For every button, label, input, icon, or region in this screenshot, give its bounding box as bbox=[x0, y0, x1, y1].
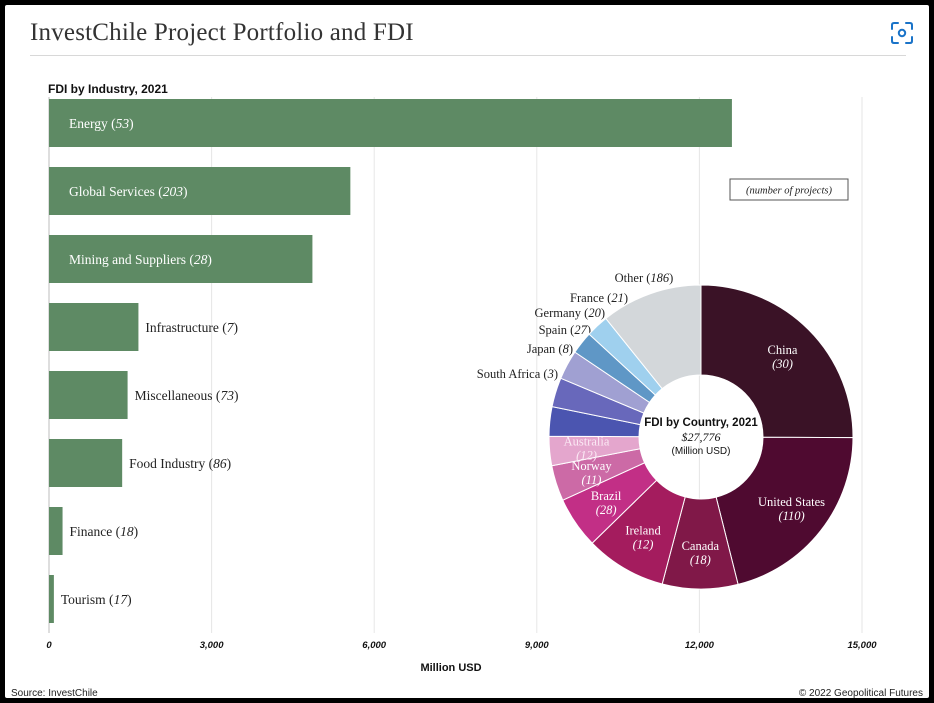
chart-card: InvestChile Project Portfolio and FDI FD… bbox=[5, 5, 929, 698]
source-note: Source: InvestChile bbox=[11, 688, 98, 698]
slice-label: Australia bbox=[564, 435, 610, 449]
slice-label: France (21) bbox=[570, 291, 628, 305]
x-tick-label: 15,000 bbox=[847, 640, 877, 651]
bar-label: Infrastructure (7) bbox=[145, 320, 238, 335]
bar bbox=[49, 439, 123, 487]
slice-label: South Africa (3) bbox=[477, 367, 558, 381]
slice-count: (18) bbox=[690, 553, 711, 567]
donut-slice bbox=[715, 436, 854, 586]
bar bbox=[49, 371, 128, 419]
legend-note: (number of projects) bbox=[729, 178, 849, 201]
donut-total: $27,776 bbox=[682, 430, 721, 444]
donut-slice bbox=[605, 284, 702, 390]
copyright-note: © 2022 Geopolitical Futures bbox=[798, 688, 923, 698]
bar bbox=[49, 303, 139, 351]
x-axis-label: Million USD bbox=[420, 662, 481, 674]
slice-count: (110) bbox=[778, 509, 804, 523]
slice-label: Other (186) bbox=[615, 271, 674, 285]
slice-count: (30) bbox=[772, 357, 793, 371]
slice-label: Germany (20) bbox=[535, 306, 605, 320]
slice-label: Canada bbox=[682, 539, 720, 553]
slice-count: (11) bbox=[582, 473, 602, 487]
bar-label: Mining and Suppliers (28) bbox=[69, 252, 212, 267]
bar-label: Energy (53) bbox=[69, 116, 134, 131]
slice-count: (12) bbox=[576, 449, 597, 463]
slice-label: Spain (27) bbox=[539, 323, 591, 337]
bar bbox=[49, 235, 313, 283]
title-divider bbox=[30, 55, 906, 56]
slice-label: United States bbox=[758, 495, 825, 509]
bar-label: Food Industry (86) bbox=[129, 456, 231, 471]
slice-label: China bbox=[768, 343, 798, 357]
slice-label: Norway bbox=[571, 459, 612, 473]
slice-count: (12) bbox=[633, 537, 654, 551]
x-tick-label: 6,000 bbox=[362, 640, 386, 651]
bar-label: Finance (18) bbox=[70, 524, 139, 539]
donut-center: FDI by Country, 2021 $27,776 (Million US… bbox=[644, 417, 758, 457]
page-title: InvestChile Project Portfolio and FDI bbox=[30, 19, 414, 46]
bar bbox=[49, 575, 54, 623]
slice-label: Brazil bbox=[591, 489, 622, 503]
bar-label: Global Services (203) bbox=[69, 184, 187, 199]
x-tick-label: 12,000 bbox=[685, 640, 715, 651]
bar bbox=[49, 167, 351, 215]
donut-title: FDI by Country, 2021 bbox=[644, 417, 758, 429]
x-axis-ticks: 0 3,000 6,000 9,000 12,000 15,000 bbox=[46, 640, 877, 651]
x-tick-label: 9,000 bbox=[525, 640, 549, 651]
slice-count: (28) bbox=[596, 503, 617, 517]
bar bbox=[49, 507, 63, 555]
donut-slice bbox=[700, 284, 854, 439]
x-tick-label: 0 bbox=[46, 640, 52, 651]
bar-label: Tourism (17) bbox=[61, 592, 132, 607]
bar bbox=[49, 99, 732, 147]
x-tick-label: 3,000 bbox=[200, 640, 224, 651]
scan-zoom-icon[interactable] bbox=[890, 21, 914, 45]
bar-label: Miscellaneous (73) bbox=[135, 388, 239, 403]
chart-svg: FDI by Industry, 2021 Energy (53) Global … bbox=[46, 82, 877, 674]
legend-note-text: (number of projects) bbox=[746, 186, 832, 197]
donut-chart: China(30) United States(110) Canada(18) Ire… bbox=[477, 271, 854, 590]
bar-chart-title: FDI by Industry, 2021 bbox=[48, 82, 168, 96]
bar-series: Energy (53) Global Services (203) Mining a… bbox=[49, 99, 732, 623]
donut-unit: (Million USD) bbox=[672, 446, 731, 457]
slice-label: Japan (8) bbox=[527, 342, 573, 356]
slice-label: Ireland bbox=[625, 523, 661, 537]
